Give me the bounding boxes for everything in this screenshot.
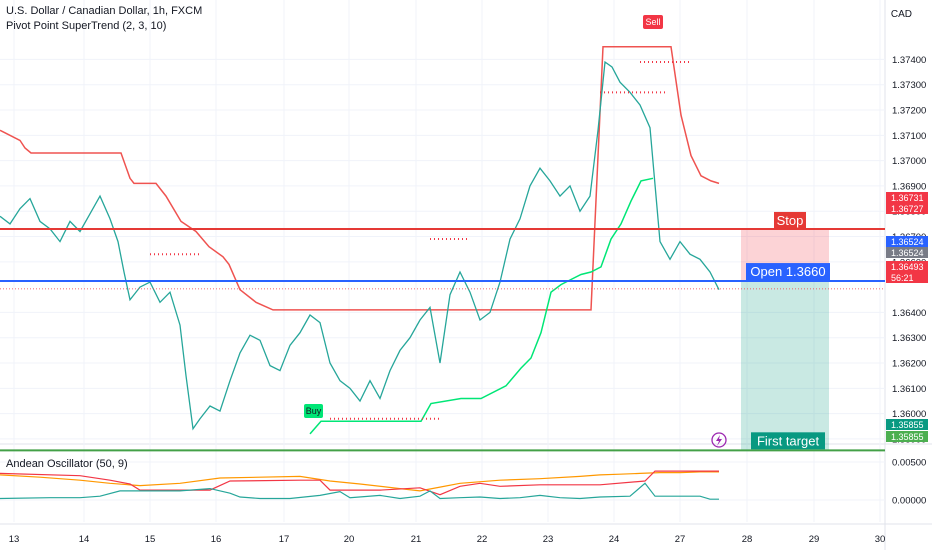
y-tick-label: 1.36400 [892, 308, 926, 319]
sell-marker: Sell [643, 15, 663, 29]
price-line [0, 60, 720, 431]
price-axis-label-text: 1.36524 [891, 237, 924, 247]
symbol-title: U.S. Dollar / Canadian Dollar, 1h, FXCM [6, 5, 203, 17]
y-tick-label: 1.37200 [892, 106, 926, 117]
stop-label-bg [774, 211, 806, 229]
supertrend-lower-line [309, 177, 654, 435]
x-tick-label: 27 [675, 534, 686, 545]
x-tick-label: 29 [809, 534, 820, 545]
y-tick-label: 1.36000 [892, 409, 926, 420]
price-axis-label-bg [886, 431, 928, 442]
supertrend-upper-line [0, 46, 720, 311]
x-tick-label: 14 [79, 534, 90, 545]
stop-label: Stop [774, 211, 806, 229]
x-tick-label: 15 [145, 534, 156, 545]
price-axis-label: 1.36524 [886, 247, 928, 258]
open-label-bg [746, 263, 830, 281]
osc-signal-line [0, 482, 719, 500]
y-tick-label: 1.37100 [892, 131, 926, 142]
x-tick-label: 17 [279, 534, 290, 545]
osc-bear-line [0, 470, 719, 496]
y-tick-label: 1.36200 [892, 359, 926, 370]
stop-label-text: Stop [777, 213, 804, 228]
osc-bull-line [0, 471, 719, 492]
buy-marker-text: Buy [306, 406, 322, 416]
price-axis-label-text: 1.36524 [891, 248, 924, 258]
sell-marker-bg [643, 15, 663, 29]
y-tick-label: 1.37400 [892, 55, 926, 66]
price-axis-label-bg [886, 192, 928, 203]
price-axis-label-bg [886, 261, 928, 272]
oscillator-title: Andean Oscillator (50, 9) [6, 458, 128, 470]
price-axis-label: 56:21 [886, 272, 928, 283]
osc-y-tick-label: 0.00500 [892, 458, 926, 469]
price-axis-label: 1.36524 [886, 236, 928, 247]
indicator-title: Pivot Point SuperTrend (2, 3, 10) [6, 20, 167, 32]
sell-marker-text: Sell [645, 17, 660, 27]
x-tick-label: 24 [609, 534, 620, 545]
price-axis-label-text: 56:21 [891, 273, 914, 283]
lightning-icon-bolt [716, 435, 722, 446]
target-zone [741, 281, 829, 451]
x-tick-label: 20 [344, 534, 355, 545]
price-axis-label-text: 1.36731 [891, 193, 924, 203]
price-axis-label: 1.36493 [886, 261, 928, 272]
y-tick-label: 1.36900 [892, 181, 926, 192]
open-label: Open 1.3660 [746, 263, 830, 281]
osc-y-tick-label: 0.00000 [892, 496, 926, 507]
y-tick-label: 1.37000 [892, 156, 926, 167]
currency-label: CAD [890, 9, 912, 20]
lightning-icon-ring [711, 432, 727, 448]
target-label-bg [751, 432, 825, 450]
y-tick-label: 1.36300 [892, 333, 926, 344]
price-axis-label: 1.35855 [886, 431, 928, 442]
target-label-text: First target [757, 433, 820, 448]
y-tick-label: 1.37300 [892, 80, 926, 91]
price-axis-label: 1.36727 [886, 203, 928, 214]
price-axis-label-text: 1.35855 [891, 432, 924, 442]
price-axis-label-bg [886, 236, 928, 247]
price-axis-label-bg [886, 247, 928, 258]
target-label: First target [751, 432, 825, 450]
x-tick-label: 13 [9, 534, 20, 545]
x-tick-label: 23 [543, 534, 554, 545]
y-tick-label: 1.36100 [892, 384, 926, 395]
buy-marker-bg [304, 404, 323, 418]
lightning-icon [711, 432, 727, 448]
x-tick-label: 28 [742, 534, 753, 545]
price-axis-label: 1.35855 [886, 419, 928, 430]
x-tick-label: 30 [875, 534, 886, 545]
x-tick-label: 22 [477, 534, 488, 545]
price-axis-label-text: 1.36727 [891, 204, 924, 214]
price-axis-label-text: 1.36493 [891, 262, 924, 272]
price-axis-label: 1.36731 [886, 192, 928, 203]
buy-marker: Buy [304, 404, 323, 418]
price-axis-label-bg [886, 419, 928, 430]
price-axis-label-bg [886, 272, 928, 283]
x-tick-label: 21 [411, 534, 422, 545]
price-axis-label-text: 1.35855 [891, 420, 924, 430]
x-tick-label: 16 [211, 534, 222, 545]
open-label-text: Open 1.3660 [750, 264, 825, 279]
price-axis-label-bg [886, 203, 928, 214]
